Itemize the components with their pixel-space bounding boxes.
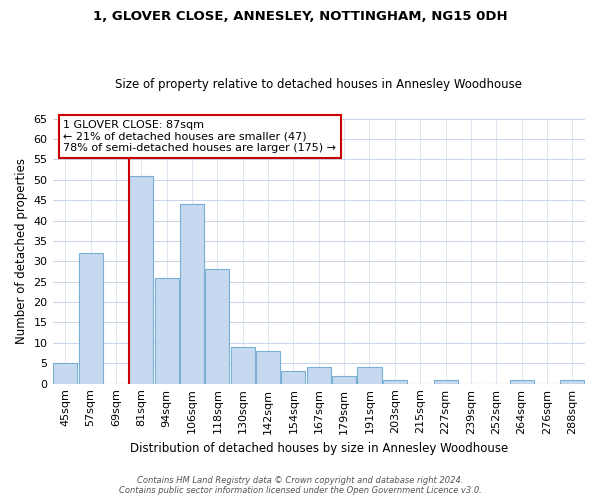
Bar [434,380,458,384]
Y-axis label: Number of detached properties: Number of detached properties [15,158,28,344]
X-axis label: Distribution of detached houses by size in Annesley Woodhouse: Distribution of detached houses by size … [130,442,508,455]
Bar [79,253,103,384]
Bar [358,368,382,384]
Text: 1 GLOVER CLOSE: 87sqm
← 21% of detached houses are smaller (47)
78% of semi-deta: 1 GLOVER CLOSE: 87sqm ← 21% of detached … [63,120,336,153]
Bar [383,380,407,384]
Bar [281,372,305,384]
Bar [230,347,255,384]
Bar [53,364,77,384]
Bar [560,380,584,384]
Bar [509,380,533,384]
Bar [307,368,331,384]
Bar [205,270,229,384]
Bar [180,204,204,384]
Bar [155,278,179,384]
Text: 1, GLOVER CLOSE, ANNESLEY, NOTTINGHAM, NG15 0DH: 1, GLOVER CLOSE, ANNESLEY, NOTTINGHAM, N… [92,10,508,23]
Bar [129,176,154,384]
Title: Size of property relative to detached houses in Annesley Woodhouse: Size of property relative to detached ho… [115,78,522,91]
Text: Contains HM Land Registry data © Crown copyright and database right 2024.
Contai: Contains HM Land Registry data © Crown c… [119,476,481,495]
Bar [332,376,356,384]
Bar [256,351,280,384]
